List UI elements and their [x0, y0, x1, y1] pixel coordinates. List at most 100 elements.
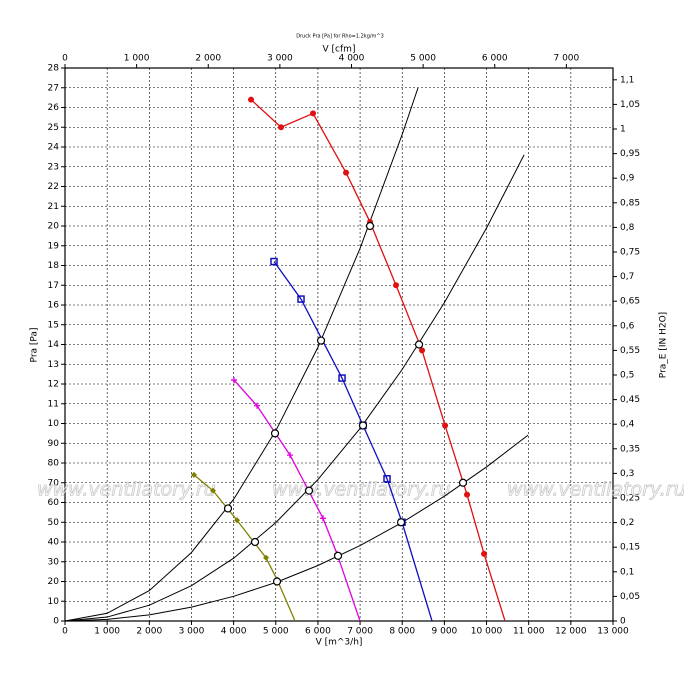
- y2-tick-label: 0,2: [620, 518, 634, 528]
- x2-tick-label: 4 000: [339, 54, 365, 64]
- series-line: [233, 379, 361, 621]
- plot-frame: [64, 67, 614, 622]
- x2-tick-label: 5 000: [410, 54, 436, 64]
- y-tick-label: 19: [48, 241, 60, 251]
- y2-axis-label: Pra_E [IN H2O]: [659, 312, 669, 378]
- y2-tick-label: 0,15: [620, 543, 640, 553]
- x-tick-label: 1 000: [94, 627, 120, 637]
- y-tick-label: 23: [48, 162, 59, 172]
- y2-tick-label: 0,6: [620, 321, 635, 331]
- x-tick-label: 2 000: [136, 627, 162, 637]
- y2-tick-label: 0,75: [620, 248, 640, 258]
- x2-axis-label: V [cfm]: [323, 45, 356, 55]
- point: [393, 282, 400, 289]
- x2-tick-label: 3 000: [267, 54, 293, 64]
- y-tick-label: 50: [48, 518, 60, 528]
- y-tick-label: 12: [48, 380, 59, 390]
- point: [287, 452, 294, 459]
- y-tick-label: 24: [48, 143, 60, 153]
- operating-point: [365, 221, 375, 231]
- y-tick-label: 0: [53, 617, 59, 627]
- point: [442, 422, 449, 429]
- y-tick-label: 10: [48, 419, 60, 429]
- point: [254, 402, 261, 409]
- y-tick-label: 20: [48, 222, 60, 232]
- series-line: [193, 474, 296, 621]
- x2-tick-label: 1 000: [124, 54, 150, 64]
- y2-tick-label: 1,1: [620, 75, 634, 85]
- operating-point: [250, 537, 260, 547]
- y-tick-label: 40: [48, 538, 60, 548]
- x-tick-label: 3 000: [179, 627, 205, 637]
- y-axis-label: Pra [Pa]: [30, 328, 40, 363]
- watermark: www.ventilatory.ru: [507, 479, 684, 501]
- x2-tick-label: 0: [62, 54, 68, 64]
- y-tick-label: 26: [48, 103, 60, 113]
- y2-tick-label: 0,1: [620, 567, 634, 577]
- y-tick-label: 21: [48, 202, 59, 212]
- y-tick-label: 90: [48, 439, 60, 449]
- point: [230, 377, 237, 384]
- point: [338, 374, 346, 382]
- y2-tick-label: 0,85: [620, 198, 640, 208]
- point: [263, 554, 270, 561]
- y-tick-label: 70: [48, 478, 60, 488]
- point: [210, 487, 217, 494]
- x-tick-label: 8 000: [389, 627, 415, 637]
- y2-tick-label: 0,65: [620, 297, 640, 307]
- y2-tick-label: 0,8: [620, 223, 635, 233]
- series-line: [65, 434, 529, 621]
- y-tick-label: 27: [48, 83, 59, 93]
- y2-tick-label: 0,05: [620, 592, 640, 602]
- chart-title: Druck Pra [Pa] for Rho=1.2kg/m^3: [296, 34, 384, 40]
- y2-tick-label: 0,5: [620, 371, 634, 381]
- operating-point: [414, 340, 424, 349]
- y-tick-label: 10: [48, 597, 60, 607]
- point: [297, 295, 305, 303]
- y-tick-label: 30: [48, 557, 60, 567]
- y-tick-label: 22: [48, 182, 59, 192]
- point: [383, 475, 391, 483]
- y-tick-label: 80: [48, 459, 60, 469]
- y-tick-label: 28: [48, 64, 60, 74]
- operating-point: [396, 518, 406, 527]
- operating-point: [304, 486, 314, 495]
- y2-tick-label: 1,05: [620, 100, 640, 110]
- operating-point: [333, 551, 343, 560]
- x-tick-label: 4 000: [221, 627, 247, 637]
- point: [234, 517, 241, 524]
- point: [190, 471, 197, 478]
- x-tick-label: 0: [62, 627, 68, 637]
- y2-tick-label: 0,7: [620, 272, 634, 282]
- point: [481, 550, 488, 557]
- series-line: [65, 87, 419, 621]
- y2-tick-label: 0,25: [620, 494, 640, 504]
- y2-tick-label: 0,45: [620, 395, 640, 405]
- y-tick-label: 60: [48, 498, 60, 508]
- operating-point: [316, 336, 326, 345]
- y2-tick-label: 0,4: [620, 420, 635, 430]
- operating-point: [272, 577, 282, 586]
- y2-tick-label: 0,3: [620, 469, 634, 479]
- watermark: www.ventilatory.ru: [272, 479, 451, 501]
- x-tick-label: 7 000: [347, 627, 373, 637]
- y2-tick-label: 0,35: [620, 444, 640, 454]
- x2-tick-label: 2 000: [195, 54, 221, 64]
- y-tick-label: 16: [48, 301, 60, 311]
- operating-point: [458, 478, 468, 487]
- y-tick-label: 13: [48, 360, 59, 370]
- operating-point: [270, 429, 280, 438]
- x-tick-label: 6 000: [305, 627, 331, 637]
- x-tick-label: 11 000: [513, 627, 545, 637]
- series-line: [65, 154, 525, 621]
- point: [277, 124, 284, 131]
- y-tick-label: 20: [48, 577, 60, 587]
- point: [248, 96, 255, 103]
- y2-tick-label: 1: [620, 125, 626, 135]
- y-tick-label: 18: [48, 261, 60, 271]
- operating-point: [358, 421, 368, 430]
- point: [270, 257, 278, 266]
- x2-tick-label: 6 000: [482, 54, 508, 64]
- y-tick-label: 25: [48, 123, 59, 133]
- y2-tick-label: 0,95: [620, 149, 640, 159]
